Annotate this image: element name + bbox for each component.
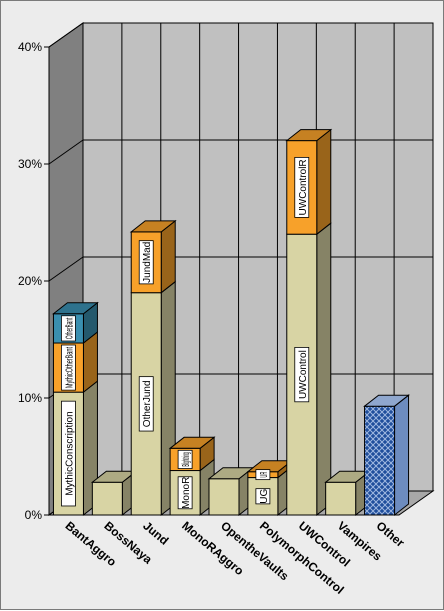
y-tick-label: 0% <box>25 508 43 522</box>
segment-label: Blightning <box>177 449 193 469</box>
bar-top <box>51 302 99 315</box>
y-tick-label: 40% <box>18 40 42 54</box>
segment-label-box <box>255 469 271 481</box>
segment-label-box <box>61 344 76 391</box>
x-tick-label: OpentheVaults <box>218 519 292 584</box>
bar-side <box>394 394 410 517</box>
segment-label: MythicConscription <box>61 400 76 507</box>
segment-label-text: MonoR <box>181 477 192 509</box>
gridline-side <box>48 139 84 165</box>
bar-segment <box>91 481 123 516</box>
bar-stack <box>90 470 138 517</box>
segment-label-box <box>177 449 193 469</box>
segment-label-text: OtherJund <box>142 380 153 427</box>
gridline-side <box>48 256 84 282</box>
segment-label: MonoR <box>177 476 193 510</box>
segment-label: UG <box>255 488 271 505</box>
bar-stack: OtherJund JundMad <box>129 219 177 517</box>
bar-top <box>285 129 333 142</box>
bar-side <box>316 222 332 517</box>
segment-label-text: MythicConscription <box>64 411 75 495</box>
segment-label: JundMad <box>138 240 154 285</box>
bar-stack: MythicConscription MythicOtherBant OtherBa… <box>51 301 99 517</box>
gridline-side <box>48 22 84 48</box>
y-tick-label: 30% <box>18 157 42 171</box>
segment-label-text: UWControlR <box>298 159 309 215</box>
segment-label-text: UWControl <box>298 350 309 399</box>
segment-label-text: UR <box>259 472 270 478</box>
bar-stack: UWControl UWControlR <box>285 128 333 517</box>
bar-segment <box>325 481 357 516</box>
segment-label: UWControl <box>294 347 310 403</box>
y-tick-label: 10% <box>18 391 42 405</box>
bar-segment <box>208 478 240 516</box>
bar-stack <box>207 466 255 517</box>
bar-stack <box>363 394 411 517</box>
segment-label-text: UG <box>259 489 270 504</box>
segment-label-box <box>255 488 271 505</box>
segment-label-box <box>138 376 154 432</box>
segment-label-box <box>61 400 76 507</box>
bar-top <box>363 394 411 407</box>
bar-segment <box>364 405 396 516</box>
segment-label-box <box>61 315 76 342</box>
segment-label: OtherBant <box>61 315 76 342</box>
bar-stack: UG UR <box>246 459 294 517</box>
segment-label-box <box>177 476 193 510</box>
bar-top <box>129 220 177 233</box>
segment-label-text: MythicOtherBant <box>64 347 75 388</box>
segment-label-text: Blightning <box>181 452 192 466</box>
segment-label-text: OtherBant <box>64 318 75 339</box>
x-tick-label: Other <box>374 519 408 551</box>
segment-label: UWControlR <box>294 156 310 218</box>
segment-label: OtherJund <box>138 376 154 432</box>
bar-side <box>316 128 332 236</box>
segment-label-box <box>138 240 154 285</box>
y-tick-label: 20% <box>18 274 42 288</box>
bar-stack: MonoR Blightning <box>168 436 216 517</box>
bar-side <box>160 219 176 294</box>
x-tick-label: Jund <box>140 519 171 548</box>
segment-label-box <box>294 156 310 218</box>
segment-label: MythicOtherBant <box>61 344 76 391</box>
segment-label: UR <box>255 469 271 481</box>
bar-stack <box>324 470 372 517</box>
segment-label-text: JundMad <box>142 242 153 283</box>
bar-top <box>168 436 216 449</box>
segment-label-box <box>294 347 310 403</box>
